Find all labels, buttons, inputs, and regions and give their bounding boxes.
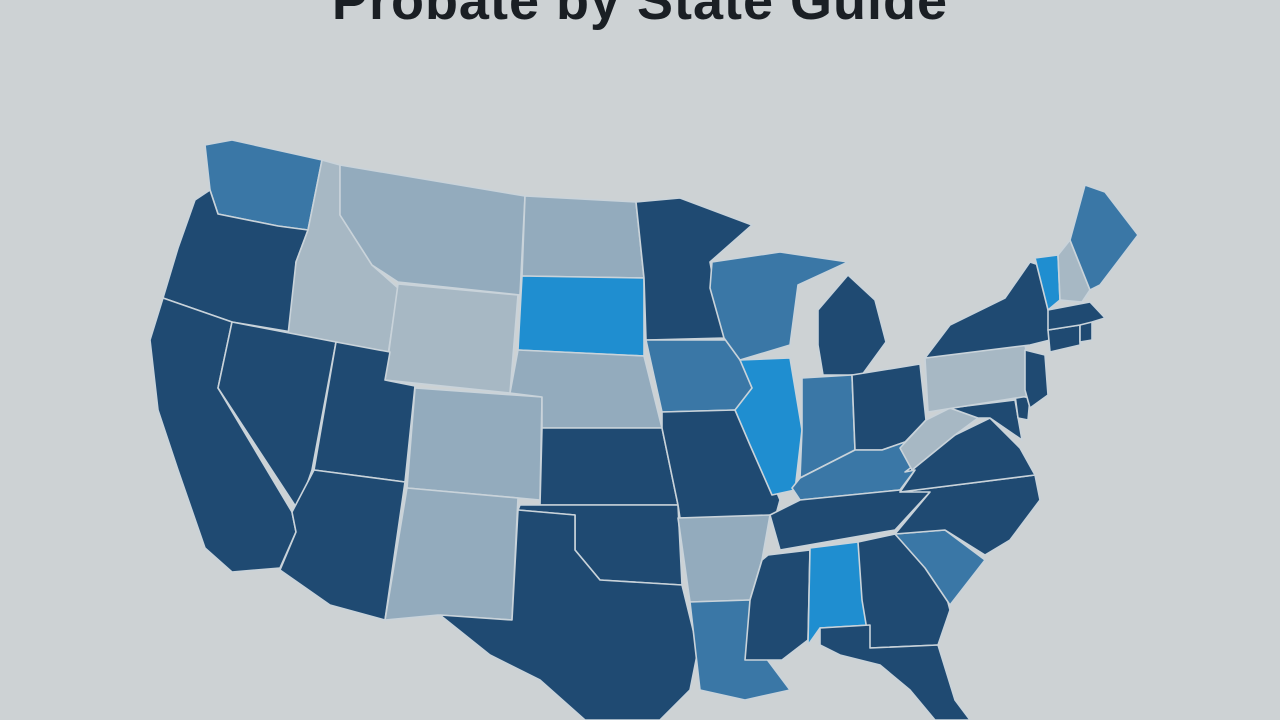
state-massachusetts: [1047, 301, 1106, 331]
state-virginia: [899, 417, 1036, 493]
state-michigan: [817, 274, 887, 376]
state-colorado: [406, 387, 543, 501]
state-wisconsin: [709, 251, 849, 361]
state-north-carolina: [894, 474, 1041, 556]
page-title: Probate by State Guide: [331, 0, 949, 31]
state-arizona: [279, 469, 406, 621]
state-maine: [1069, 184, 1139, 291]
state-wyoming: [384, 283, 519, 394]
state-new-mexico: [384, 487, 519, 621]
state-illinois: [734, 357, 803, 496]
state-maryland: [949, 399, 1023, 441]
state-texas: [439, 509, 699, 720]
state-new-hampshire: [1057, 239, 1091, 303]
state-kansas: [539, 427, 679, 506]
state-new-jersey: [1024, 349, 1049, 409]
state-florida: [819, 624, 971, 720]
state-north-dakota: [521, 195, 645, 279]
state-new-york: [924, 261, 1051, 359]
state-south-dakota: [517, 275, 645, 357]
